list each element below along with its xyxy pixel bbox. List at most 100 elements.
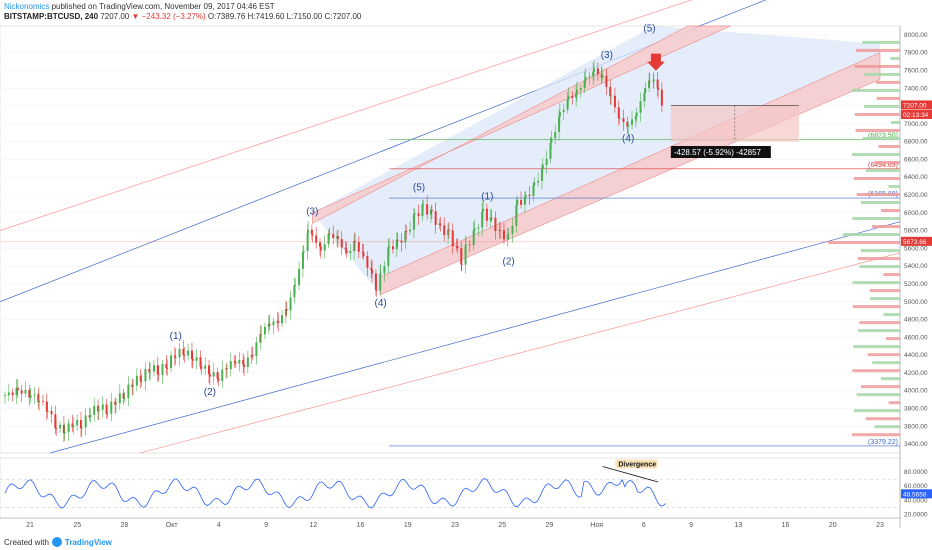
projection-box [670,105,799,142]
candle-body [174,357,177,359]
candle-body [46,411,49,412]
volume-profile-bar [857,257,900,261]
tradingview-brand[interactable]: TradingView [64,537,112,547]
author-link[interactable]: Nickonomics [4,2,50,11]
candle-body [456,246,459,249]
candle-body [490,217,493,219]
candle-body [575,92,578,98]
candle-body [422,204,425,206]
y-tick-label: 6400.00 [904,174,928,181]
candle-body [541,164,544,169]
candle-body [97,409,100,412]
candle-body [310,229,313,234]
divergence-box [615,459,658,469]
candle-body [199,357,202,367]
candle-body [345,249,348,253]
price-badge [901,109,932,119]
candle-body [37,394,40,403]
candle-body [327,233,330,245]
candle-body [268,323,271,326]
candle-body [481,211,484,228]
candle-body [20,390,23,394]
x-tick-label: 16 [357,522,365,529]
candle-body [183,354,186,356]
y-tick-label: 5400.00 [904,263,928,270]
y-tick-label: 6000.00 [904,210,928,217]
candle-body [301,252,304,269]
candle-body [340,239,343,248]
measure-label: -428.57 (-5.92%) -42857 [674,148,762,157]
volume-profile-bar [856,393,900,397]
price-badge-label: 7207.00 [903,102,927,109]
y-tick-label: 4800.00 [904,317,928,324]
candle-body [306,233,309,252]
osc-tick-label: 60.0000 [904,483,928,490]
candle-body [468,244,471,246]
last-price: 7207.00 [100,12,130,21]
volume-profile-bar [852,88,900,92]
volume-profile-bar [890,56,900,60]
candle-body [161,364,164,376]
candle-body [464,245,467,265]
y-tick-label: 7800.00 [904,50,928,57]
candle-body [24,389,27,394]
x-tick-label: 21 [26,522,34,529]
candle-body [148,369,151,373]
volume-profile-bar [855,48,900,52]
candle-body [293,285,296,298]
volume-profile-bar [865,417,900,421]
candle-body [656,79,659,88]
candle-body [395,239,398,250]
y-tick-label: 5200.00 [904,281,928,288]
candle-body [217,378,220,381]
candle-body [67,423,70,433]
candle-body [639,101,642,113]
candle-body [366,255,369,268]
candle-body [533,182,536,186]
x-tick-label: 16 [782,522,790,529]
candle-body [387,247,390,267]
candle-body [93,405,96,416]
volume-profile-bar [852,369,900,373]
x-tick-label: Ноя [590,522,603,529]
candle-body [626,121,629,127]
candle-body [489,217,492,221]
candle-body [370,267,373,270]
candle-body [583,80,586,89]
candle-body [105,404,108,414]
volume-profile-bar [862,136,900,140]
y-tick-label: 7000.00 [904,121,928,128]
candle-body [4,395,6,396]
x-tick-label: 23 [451,522,459,529]
candle-body [627,124,630,127]
candle-body [613,95,616,108]
volume-profile-bar [864,72,900,76]
candle-body [357,241,360,252]
candle-body [319,242,321,247]
candle-body [187,350,190,356]
candle-body [567,96,570,100]
candle-body [473,228,476,231]
candle-body [657,87,660,90]
candle-body [76,420,79,426]
candle-body [618,118,621,120]
candle-body [464,244,467,246]
candle-body [191,358,194,361]
candle-body [255,342,258,357]
symbol-label: BITSTAMP:BTCUSD, 240 [4,12,99,21]
divergence-label: Divergence [618,461,656,468]
candle-body [660,89,663,106]
tradingview-logo-icon [51,537,62,547]
candle-body [439,223,442,226]
volume-profile-bar [853,345,900,349]
lower-blue-trendline [49,221,901,454]
candle-body [149,371,152,373]
candle-body [344,247,347,250]
candle-body [178,348,181,358]
candle-body [566,99,569,110]
candle-body [250,354,253,358]
volume-profile-bar [869,297,900,301]
y-tick-label: 5000.00 [904,299,928,306]
volume-profile-bar [842,233,900,237]
